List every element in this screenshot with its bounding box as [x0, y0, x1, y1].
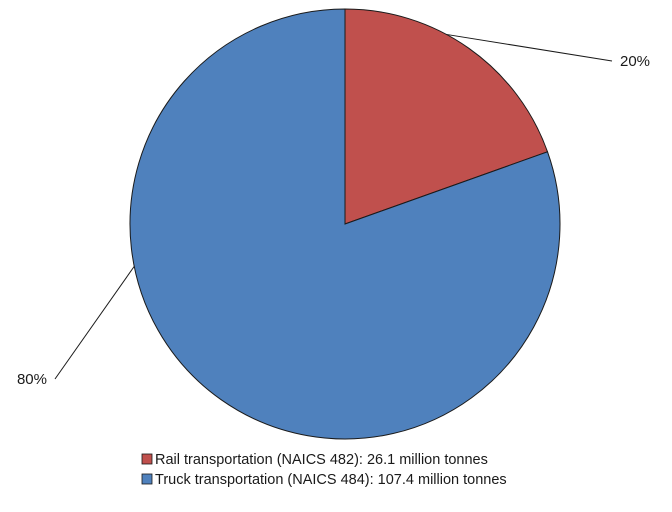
legend-label-rail: Rail transportation (NAICS 482): 26.1 mi…: [155, 452, 488, 468]
legend-swatch-truck: [141, 473, 153, 485]
leader-line-rail: [446, 33, 613, 62]
pie-slices: [129, 8, 561, 440]
percent-labels: 20% 80%: [17, 53, 650, 388]
percent-label-rail: 20%: [620, 53, 650, 70]
percent-label-truck: 80%: [17, 371, 47, 388]
pie-slice-rail: [344, 8, 549, 225]
legend: Rail transportation (NAICS 482): 26.1 mi…: [141, 452, 507, 488]
pie-slice-truck: [129, 8, 561, 440]
leader-lines: [54, 33, 613, 380]
legend-label-truck: Truck transportation (NAICS 484): 107.4 …: [155, 472, 507, 488]
leader-line-truck: [54, 266, 135, 380]
legend-swatch-rail: [141, 453, 153, 465]
